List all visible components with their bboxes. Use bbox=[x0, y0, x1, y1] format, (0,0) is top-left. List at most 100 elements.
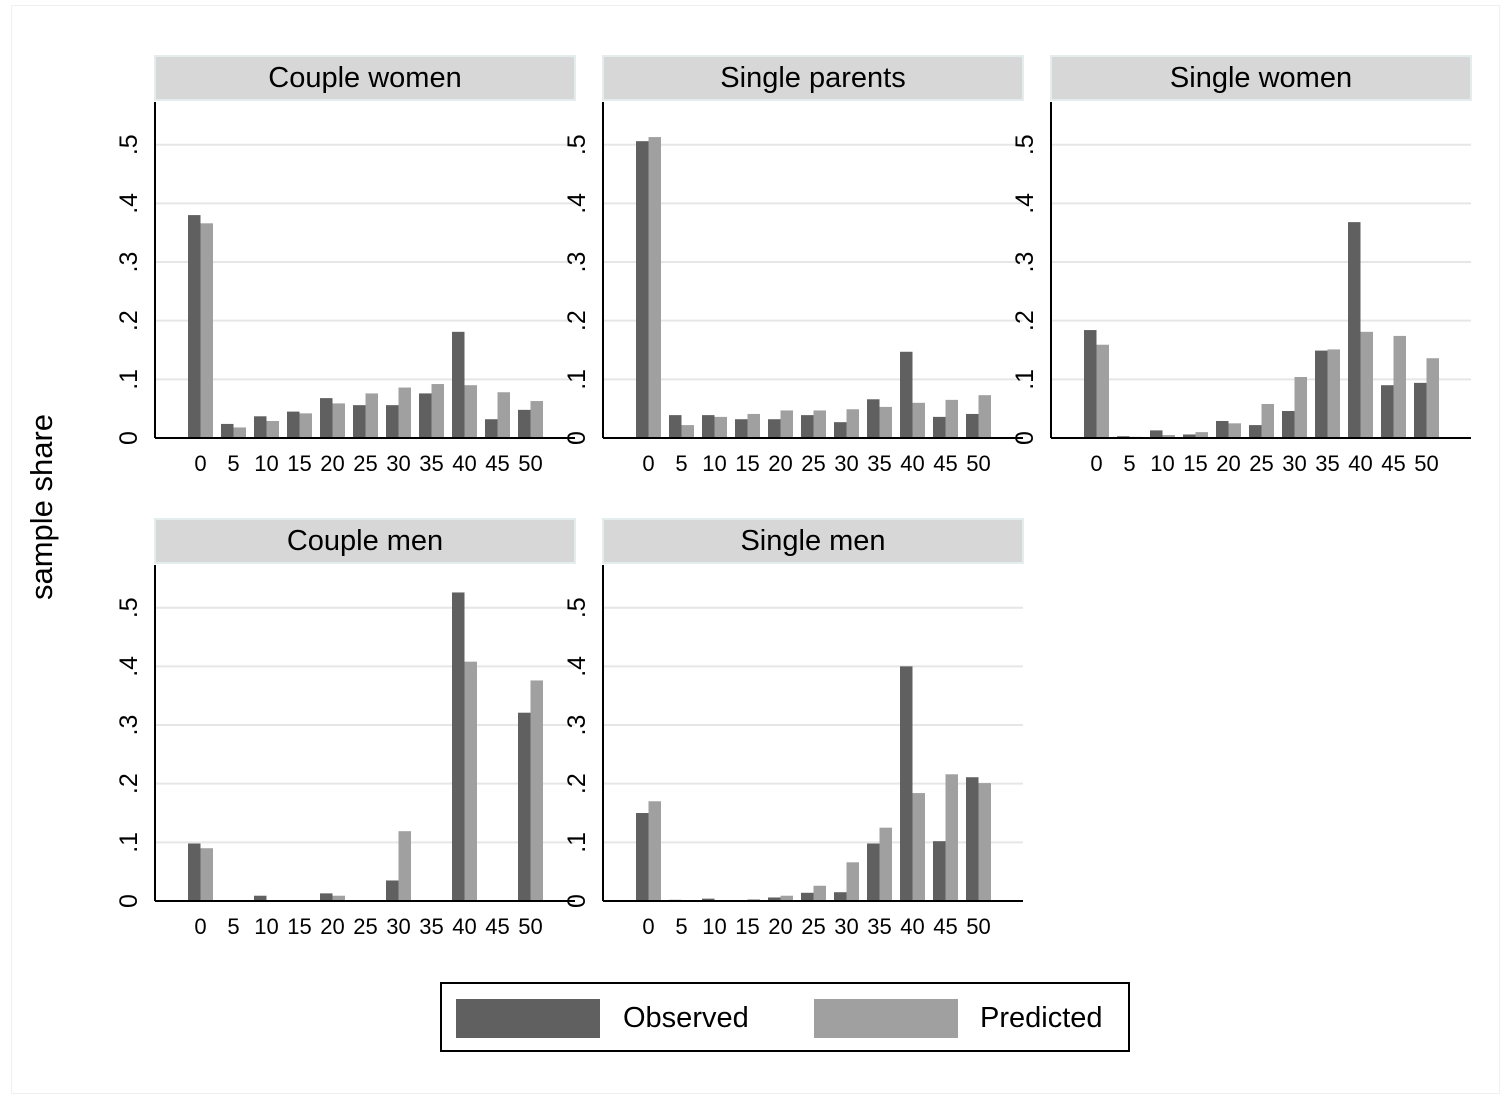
x-tick-label-couple-women-5: 5 bbox=[227, 451, 239, 476]
x-tick-label-single-men-30: 30 bbox=[834, 914, 858, 939]
bar-predicted-single-parents-45 bbox=[945, 399, 958, 438]
x-tick-label-single-parents-45: 45 bbox=[933, 451, 957, 476]
x-tick-label-single-men-45: 45 bbox=[933, 914, 957, 939]
x-tick-label-couple-men-40: 40 bbox=[452, 914, 476, 939]
x-tick-label-couple-women-25: 25 bbox=[353, 451, 377, 476]
y-tick-label-single-men-0: 0 bbox=[563, 894, 591, 908]
y-tick-label-couple-women-3: .3 bbox=[115, 252, 143, 273]
bar-predicted-couple-women-35 bbox=[431, 384, 444, 438]
bar-observed-single-parents-10 bbox=[702, 415, 715, 438]
bar-predicted-couple-women-0 bbox=[200, 223, 213, 438]
x-tick-label-single-parents-20: 20 bbox=[768, 451, 792, 476]
bar-observed-couple-women-0 bbox=[188, 215, 201, 438]
bar-predicted-single-women-30 bbox=[1294, 376, 1307, 438]
bar-observed-couple-women-30 bbox=[386, 405, 399, 438]
bar-observed-single-parents-35 bbox=[867, 399, 880, 438]
panel-header-single-parents bbox=[602, 55, 1024, 101]
bar-observed-couple-women-45 bbox=[485, 419, 498, 438]
y-tick-label-single-women-5: .5 bbox=[1011, 134, 1039, 155]
bar-predicted-single-parents-0 bbox=[648, 137, 661, 438]
bar-observed-single-parents-50 bbox=[966, 413, 979, 438]
bar-observed-single-parents-40 bbox=[900, 351, 913, 438]
bar-predicted-single-parents-10 bbox=[714, 416, 727, 438]
y-tick-label-couple-women-5: .5 bbox=[115, 134, 143, 155]
x-tick-label-single-men-40: 40 bbox=[900, 914, 924, 939]
panel-title-couple-men: Couple men bbox=[287, 525, 443, 557]
y-tick-label-couple-women-4: .4 bbox=[115, 193, 143, 214]
bar-predicted-single-parents-20 bbox=[780, 410, 793, 438]
bar-observed-single-parents-0 bbox=[636, 141, 649, 438]
bar-observed-couple-women-25 bbox=[353, 405, 366, 438]
bar-predicted-single-men-30 bbox=[846, 862, 859, 901]
bar-predicted-single-men-35 bbox=[879, 827, 892, 901]
bar-predicted-couple-men-30 bbox=[398, 831, 411, 901]
bar-predicted-couple-men-0 bbox=[200, 848, 213, 901]
bar-predicted-single-women-10 bbox=[1162, 435, 1175, 438]
bar-observed-single-men-30 bbox=[834, 892, 847, 901]
x-tick-label-couple-men-0: 0 bbox=[194, 914, 206, 939]
x-tick-label-couple-women-30: 30 bbox=[386, 451, 410, 476]
x-tick-label-couple-men-15: 15 bbox=[287, 914, 311, 939]
y-tick-label-couple-men-3: .3 bbox=[115, 715, 143, 736]
y-tick-label-single-women-1: .1 bbox=[1011, 369, 1039, 390]
bar-observed-single-women-20 bbox=[1216, 420, 1229, 438]
bar-predicted-single-men-25 bbox=[813, 885, 826, 901]
bar-predicted-single-parents-50 bbox=[978, 395, 991, 438]
x-tick-label-single-women-5: 5 bbox=[1123, 451, 1135, 476]
bar-predicted-single-parents-5 bbox=[681, 425, 694, 438]
bar-predicted-single-parents-15 bbox=[747, 413, 760, 438]
x-tick-label-couple-men-5: 5 bbox=[227, 914, 239, 939]
x-tick-label-couple-women-10: 10 bbox=[254, 451, 278, 476]
bar-observed-single-parents-5 bbox=[669, 415, 682, 438]
bar-observed-single-women-35 bbox=[1315, 350, 1328, 438]
y-tick-label-single-men-2: .2 bbox=[563, 773, 591, 794]
bar-observed-single-parents-20 bbox=[768, 419, 781, 438]
bar-observed-single-women-45 bbox=[1381, 385, 1394, 438]
y-tick-label-single-women-3: .3 bbox=[1011, 252, 1039, 273]
x-tick-label-single-men-10: 10 bbox=[702, 914, 726, 939]
bar-observed-single-parents-15 bbox=[735, 419, 748, 438]
x-tick-label-single-women-45: 45 bbox=[1381, 451, 1405, 476]
x-tick-label-single-parents-35: 35 bbox=[867, 451, 891, 476]
x-tick-label-single-parents-10: 10 bbox=[702, 451, 726, 476]
legend-swatch-observed bbox=[456, 999, 600, 1038]
bar-observed-couple-men-50 bbox=[518, 712, 531, 901]
bar-predicted-single-parents-25 bbox=[813, 410, 826, 438]
bar-observed-couple-women-35 bbox=[419, 393, 432, 438]
bar-observed-couple-women-50 bbox=[518, 409, 531, 438]
bar-predicted-single-women-50 bbox=[1426, 358, 1439, 438]
x-tick-label-single-men-35: 35 bbox=[867, 914, 891, 939]
bar-predicted-couple-women-50 bbox=[530, 401, 543, 438]
panel-header-couple-women bbox=[154, 55, 576, 101]
x-tick-label-couple-women-45: 45 bbox=[485, 451, 509, 476]
x-tick-label-couple-men-25: 25 bbox=[353, 914, 377, 939]
bar-observed-single-men-50 bbox=[966, 777, 979, 901]
x-tick-label-couple-men-20: 20 bbox=[320, 914, 344, 939]
bar-observed-single-men-10 bbox=[702, 898, 715, 901]
bar-observed-single-parents-45 bbox=[933, 416, 946, 438]
y-tick-label-single-women-2: .2 bbox=[1011, 310, 1039, 331]
bar-predicted-single-parents-35 bbox=[879, 406, 892, 438]
x-tick-label-single-parents-25: 25 bbox=[801, 451, 825, 476]
panel-header-single-men bbox=[602, 518, 1024, 564]
bar-observed-single-men-40 bbox=[900, 666, 913, 901]
bar-predicted-couple-women-10 bbox=[266, 420, 279, 438]
bar-predicted-single-men-20 bbox=[780, 895, 793, 901]
y-tick-label-single-men-1: .1 bbox=[563, 832, 591, 853]
y-tick-label-couple-women-2: .2 bbox=[115, 310, 143, 331]
y-tick-label-single-parents-5: .5 bbox=[563, 134, 591, 155]
panel-title-single-parents: Single parents bbox=[720, 62, 905, 94]
bar-observed-single-women-50 bbox=[1414, 382, 1427, 438]
y-tick-label-single-women-4: .4 bbox=[1011, 193, 1039, 214]
bar-predicted-couple-women-30 bbox=[398, 387, 411, 438]
panel-title-single-men: Single men bbox=[740, 525, 885, 557]
x-tick-label-single-women-10: 10 bbox=[1150, 451, 1174, 476]
panel-header-couple-men bbox=[154, 518, 576, 564]
panel-title-couple-women: Couple women bbox=[268, 62, 461, 94]
x-tick-label-couple-women-50: 50 bbox=[518, 451, 542, 476]
bar-predicted-couple-men-40 bbox=[464, 661, 477, 901]
bar-observed-single-men-0 bbox=[636, 813, 649, 901]
x-tick-label-single-parents-15: 15 bbox=[735, 451, 759, 476]
bar-observed-single-men-25 bbox=[801, 892, 814, 901]
x-tick-label-single-parents-5: 5 bbox=[675, 451, 687, 476]
